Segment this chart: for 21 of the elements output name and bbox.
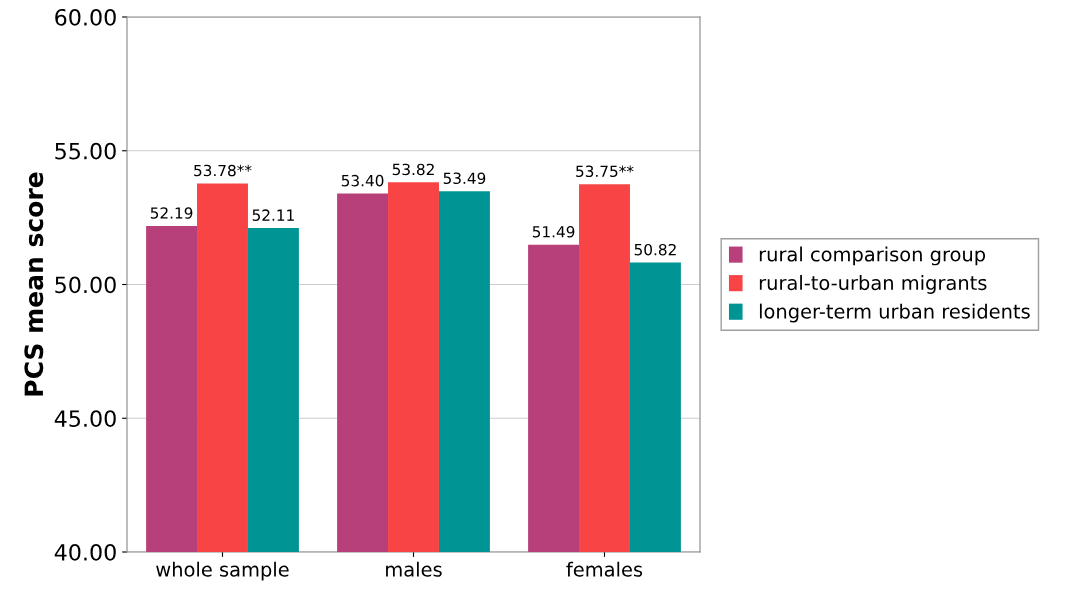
- data-label: 53.75**: [576, 165, 634, 178]
- y-tick-label: 45.00: [54, 410, 116, 428]
- y-tick-label: 60.00: [55, 8, 116, 26]
- data-label: 53.40: [341, 174, 384, 187]
- data-label: 53.82: [392, 163, 434, 176]
- data-label: 50.82: [634, 243, 676, 256]
- x-tick-label: females: [566, 561, 643, 577]
- y-tick-label: 40.00: [54, 543, 116, 561]
- y-axis-title: PCS mean score: [24, 172, 44, 396]
- x-tick-label: males: [386, 561, 442, 577]
- y-tick-label: 50.00: [55, 276, 116, 294]
- legend-label: rural-to-urban migrants: [759, 275, 987, 294]
- legend-label: rural comparison group: [759, 246, 986, 266]
- data-label: 52.11: [252, 209, 294, 221]
- y-tick-label: 55.00: [55, 142, 116, 160]
- data-label: 53.49: [443, 172, 486, 185]
- data-label: 53.78**: [194, 164, 252, 177]
- data-label: 51.49: [532, 225, 575, 238]
- data-label: 52.19: [150, 207, 193, 219]
- legend-label: longer-term urban residents: [759, 303, 1030, 323]
- x-tick-label: whole sample: [156, 561, 289, 581]
